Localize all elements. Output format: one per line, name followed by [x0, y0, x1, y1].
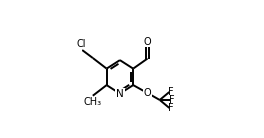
- Text: F: F: [169, 95, 175, 105]
- Text: N: N: [116, 89, 124, 99]
- Text: O: O: [144, 88, 151, 98]
- Text: F: F: [168, 87, 174, 97]
- Text: O: O: [144, 37, 151, 47]
- Text: F: F: [168, 103, 174, 113]
- Text: Cl: Cl: [77, 39, 86, 49]
- Text: CH₃: CH₃: [83, 97, 101, 107]
